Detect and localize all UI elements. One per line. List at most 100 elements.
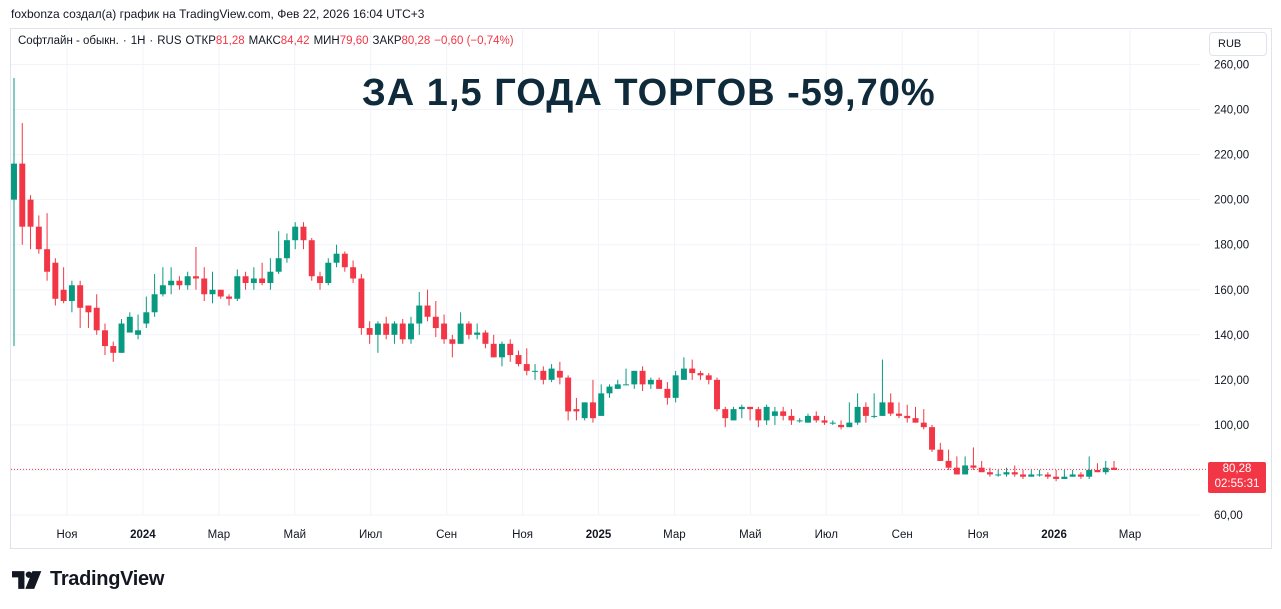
y-tick-label: 200,00 — [1214, 195, 1249, 207]
candle-body — [862, 406, 869, 416]
candle — [656, 377, 663, 389]
candle — [68, 280, 75, 313]
low-label: МИН — [313, 35, 340, 47]
candle-body — [929, 427, 936, 450]
tradingview-logo[interactable]: TradingView — [12, 568, 164, 591]
candle-body — [705, 375, 712, 380]
candle-body — [1069, 474, 1076, 477]
candle — [1061, 469, 1068, 479]
candle-body — [920, 422, 927, 428]
candles — [11, 78, 1117, 482]
high-label: МАКС — [248, 35, 281, 47]
candle-body — [747, 406, 754, 410]
candle — [813, 411, 820, 423]
candle — [614, 379, 621, 389]
candle-body — [1036, 474, 1043, 476]
candle — [871, 393, 878, 419]
candle-body — [730, 409, 737, 421]
candle — [217, 289, 224, 299]
candle — [11, 78, 17, 347]
candle-body — [1020, 474, 1026, 477]
candle-body — [962, 465, 969, 475]
candle — [532, 364, 539, 380]
candle-body — [408, 323, 414, 340]
symbol-name[interactable]: Софтлайн - обыкн. — [18, 35, 119, 47]
candle — [953, 456, 960, 475]
candle — [1111, 460, 1117, 470]
candle — [151, 273, 158, 317]
candle — [416, 292, 423, 335]
candle-body — [416, 305, 423, 324]
candle-body — [515, 355, 522, 365]
candle-body — [672, 375, 679, 398]
candle — [738, 404, 745, 419]
candle — [374, 321, 381, 353]
candle — [1020, 469, 1026, 479]
candle-body — [796, 420, 803, 422]
candle-body — [780, 411, 787, 416]
chart-frame[interactable] — [10, 28, 1272, 549]
candle-body — [159, 285, 166, 295]
candle — [879, 359, 886, 416]
candle-body — [639, 370, 646, 385]
candle — [771, 406, 778, 425]
candle-body — [102, 330, 108, 347]
candle — [540, 366, 547, 385]
candle-body — [523, 364, 530, 371]
candle — [490, 334, 497, 358]
candle-body — [259, 278, 266, 283]
candle — [283, 233, 290, 263]
candle — [912, 406, 919, 423]
candle — [226, 294, 233, 306]
chart-attribution: foxbonza создал(а) график на TradingView… — [11, 7, 425, 21]
candle-body — [267, 271, 274, 283]
candle — [623, 368, 630, 386]
candle — [606, 384, 613, 398]
candle — [143, 296, 150, 329]
y-tick-label: 260,00 — [1214, 60, 1249, 72]
candle — [267, 258, 274, 290]
candle — [639, 366, 646, 392]
candle-body — [424, 305, 431, 317]
candle — [60, 267, 67, 304]
candle-body — [1061, 476, 1068, 479]
candle-body — [556, 370, 563, 378]
y-tick-label: 160,00 — [1214, 285, 1249, 297]
candle-body — [226, 296, 233, 299]
candle-body — [1003, 472, 1010, 475]
x-tick-label: Ноя — [57, 529, 78, 541]
candle — [730, 406, 737, 421]
candle-body — [647, 379, 654, 385]
x-tick-label: Июл — [359, 529, 382, 541]
candle-body — [895, 413, 902, 416]
candle — [664, 382, 671, 405]
currency-button[interactable]: RUB — [1209, 32, 1267, 56]
candle-body — [871, 415, 878, 417]
candle — [118, 319, 125, 353]
candle — [945, 449, 952, 470]
candle — [482, 330, 489, 349]
candle — [465, 321, 472, 340]
candle-body — [970, 465, 977, 468]
close-label: ЗАКР — [372, 35, 402, 47]
candle-body — [19, 163, 26, 227]
candle — [184, 271, 191, 290]
candle-body — [540, 370, 547, 380]
candle-body — [763, 406, 770, 421]
last-price: 80,28 — [1222, 463, 1252, 475]
symbol-legend[interactable]: Софтлайн - обыкн. · 1Н · RUS ОТКР 81,28 … — [18, 35, 514, 47]
candle — [581, 402, 588, 421]
candle-body — [441, 323, 448, 340]
candle — [523, 348, 530, 376]
candle-body — [399, 323, 406, 340]
candle-body — [589, 402, 596, 419]
candle-body — [192, 276, 199, 279]
candle — [424, 289, 431, 322]
candle-body — [879, 402, 886, 416]
candle-body — [1077, 474, 1084, 477]
candle — [52, 258, 59, 306]
candle-body — [151, 294, 158, 313]
candle-body — [937, 449, 944, 461]
candle — [1077, 472, 1084, 479]
